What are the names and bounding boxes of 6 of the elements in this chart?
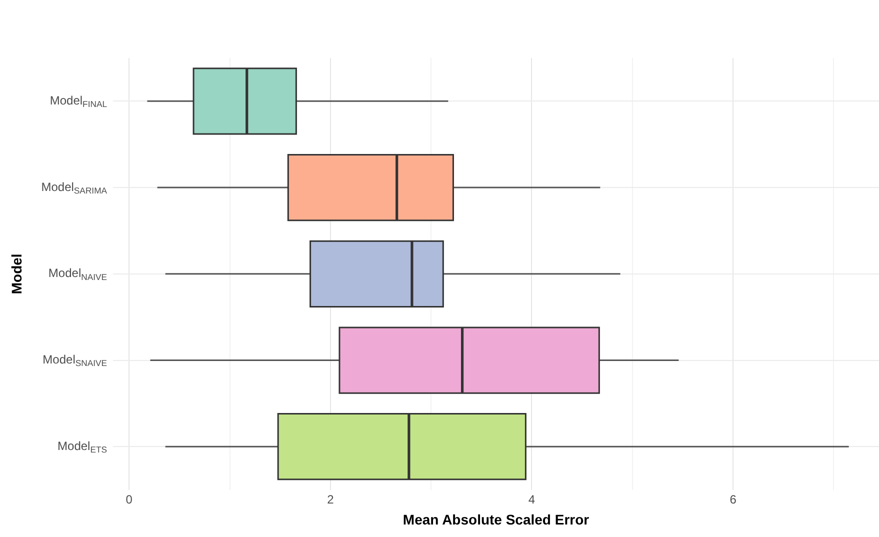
x-tick-label: 6: [730, 492, 737, 506]
x-tick-label: 4: [528, 492, 536, 506]
x-tick-label: 0: [126, 492, 133, 506]
x-axis-title: Mean Absolute Scaled Error: [402, 511, 590, 528]
x-tick-label: 2: [327, 492, 334, 506]
y-axis-title: Model: [8, 254, 24, 294]
